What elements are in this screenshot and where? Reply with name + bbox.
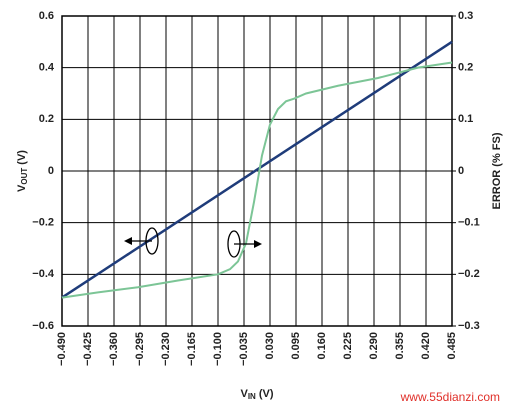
x-tick-label: −0.360 (108, 332, 120, 366)
x-tick-label: 0.355 (394, 332, 406, 360)
y-label-main: V (16, 184, 28, 192)
x-tick-label: 0.485 (446, 332, 458, 360)
x-tick-label: 0.160 (316, 332, 328, 360)
y-tick-label: 0.2 (39, 113, 54, 125)
x-tick-label: −0.490 (56, 332, 68, 366)
x-tick-label: −0.295 (134, 332, 146, 366)
y-tick-label: −0.2 (32, 217, 54, 229)
y2-tick-label: 0.3 (458, 10, 473, 22)
x-tick-label: 0.095 (290, 332, 302, 360)
x-label-sub: IN (248, 392, 256, 401)
x-tick-label: −0.230 (160, 332, 172, 366)
plot-frame (61, 15, 453, 327)
x-tick-label: 0.030 (264, 332, 276, 360)
y-tick-label: 0.4 (39, 62, 55, 74)
y-axis-label: VOUT (V) (16, 150, 29, 192)
x-tick-label: −0.165 (186, 332, 198, 366)
y2-tick-label: 0.2 (458, 62, 473, 74)
y-label-unit: (V) (16, 150, 28, 165)
y2-axis-label: ERROR (% FS) (491, 132, 503, 209)
x-label-main: V (240, 388, 248, 400)
y2-tick-label: 0.1 (458, 113, 473, 125)
y2-tick-label: −0.1 (458, 217, 480, 229)
y2-tick-label: 0 (458, 165, 464, 177)
x-tick-label: 0.225 (342, 332, 354, 360)
y2-tick-label: −0.2 (458, 268, 480, 280)
x-axis-label: VIN (V) (240, 388, 273, 401)
plot-layer: −0.490 −0.425 −0.360 −0.295 −0.230 −0.165 −0.1… (32, 10, 479, 366)
x-tick-label: −0.035 (238, 332, 250, 366)
watermark: www.55dianzi.com (400, 390, 500, 404)
y-tick-label: −0.6 (32, 320, 54, 332)
x-tick-label: 0.290 (368, 332, 380, 360)
x-tick-label: −0.425 (82, 332, 94, 366)
y-tick-label: 0 (48, 165, 54, 177)
y2-tick-label: −0.3 (458, 320, 480, 332)
x-label-unit: (V) (259, 388, 274, 400)
x-tick-label: 0.420 (420, 332, 432, 360)
x-tick-label: −0.100 (212, 332, 224, 366)
y-tick-label: −0.4 (32, 268, 55, 280)
data-line (61, 61, 453, 299)
data-line (61, 40, 453, 299)
annotation-arrowhead (254, 240, 262, 248)
y-label-sub: OUT (20, 168, 29, 185)
y-tick-label: 0.6 (39, 10, 54, 22)
annotation-arrowhead (124, 237, 132, 245)
